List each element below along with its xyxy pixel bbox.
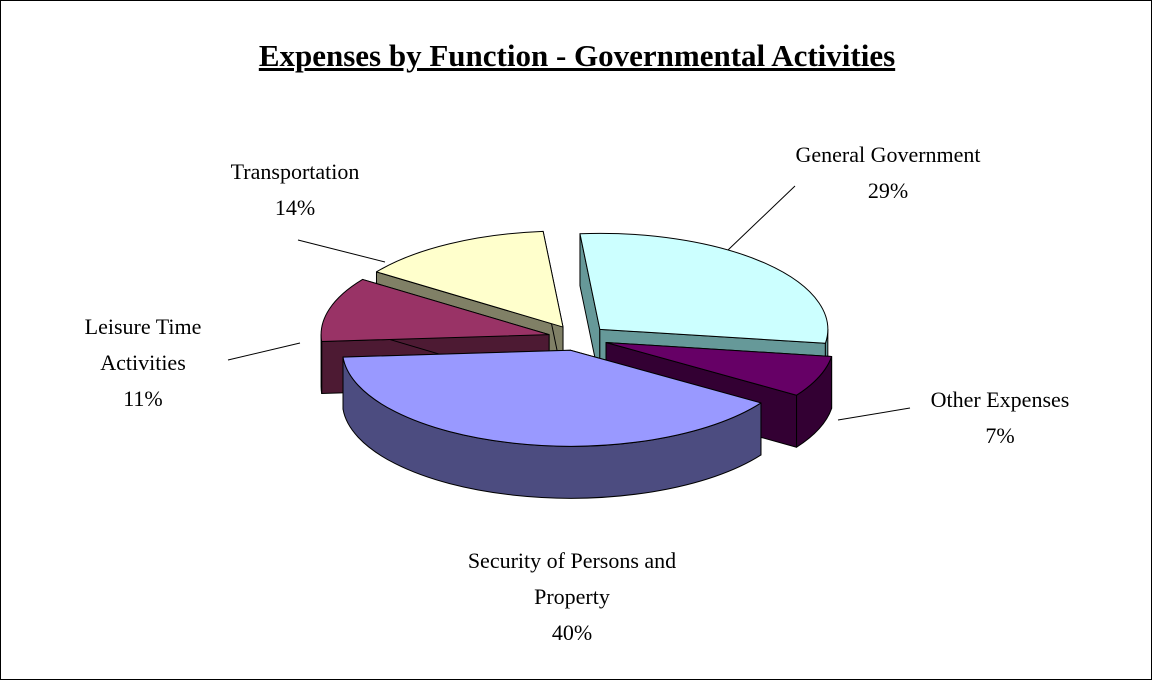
category-label: Security of Persons and Property (467, 548, 677, 609)
slice-top (579, 232, 829, 344)
slice-label: Leisure Time Activities 11% (58, 309, 228, 417)
leader-line (227, 342, 301, 361)
slice-top (320, 278, 550, 342)
slice-top (375, 230, 564, 328)
slice-side (320, 334, 323, 394)
slice-label: General Government 29% (778, 137, 998, 209)
value-label: 29% (867, 178, 909, 203)
slice (342, 349, 762, 499)
category-label: Leisure Time Activities (84, 314, 202, 375)
value-label: 14% (274, 195, 316, 220)
value-label: 7% (985, 423, 1015, 448)
slice-label: Transportation 14% (195, 154, 395, 226)
leader-line (297, 239, 386, 263)
value-label: 40% (551, 620, 593, 645)
leader-line (837, 407, 911, 421)
slice-label: Security of Persons and Property 40% (432, 543, 712, 651)
value-label: 11% (123, 386, 163, 411)
pie (320, 230, 833, 499)
category-label: Transportation (230, 159, 360, 184)
slice-label: Other Expenses 7% (880, 382, 1120, 454)
slice-top (605, 341, 833, 396)
category-label: General Government (795, 142, 981, 167)
chart-title: Expenses by Function - Governmental Acti… (258, 38, 896, 73)
leader-line (727, 185, 796, 251)
category-label: Other Expenses (930, 387, 1070, 412)
slice-top (342, 349, 762, 447)
